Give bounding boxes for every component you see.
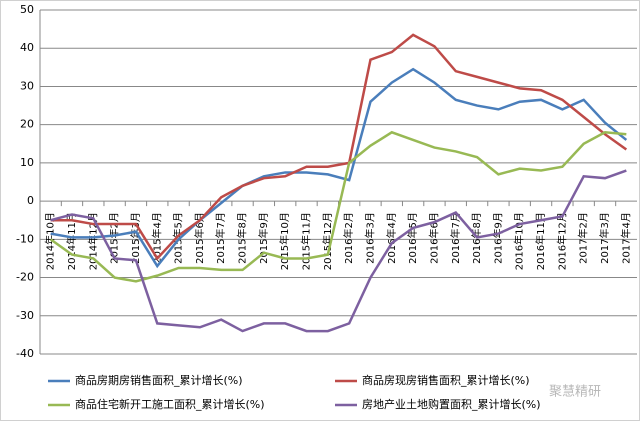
- x-tick-label: 2016年10月: [513, 212, 526, 270]
- legend-label: 商品房期房销售面积_累计增长(%): [75, 373, 243, 387]
- x-tick-label: 2017年4月: [619, 212, 632, 264]
- y-tick-label: -40: [16, 347, 34, 360]
- x-tick-label: 2015年5月: [172, 212, 185, 264]
- y-tick-label: -20: [16, 271, 34, 284]
- x-tick-label: 2016年6月: [427, 212, 440, 264]
- series-line: [50, 169, 627, 333]
- y-tick-label: 40: [20, 41, 34, 54]
- x-tick-label: 2016年11月: [534, 212, 547, 270]
- y-tick-label: 30: [20, 79, 34, 92]
- series-line: [50, 33, 628, 261]
- x-tick-label: 2015年11月: [300, 212, 313, 270]
- x-tick-label: 2014年12月: [86, 212, 99, 270]
- x-tick-label: 2015年10月: [278, 212, 291, 270]
- x-tick-label: 2015年7月: [214, 212, 227, 264]
- x-tick-label: 2016年7月: [449, 212, 462, 264]
- x-tick-label: 2014年10月: [44, 212, 57, 270]
- x-tick-label: 2016年12月: [555, 212, 568, 270]
- y-tick-label: 0: [27, 194, 34, 207]
- y-tick-label: 20: [20, 118, 34, 131]
- x-tick-label: 2015年9月: [257, 212, 270, 264]
- legend-label: 房地产业土地购置面积_累计增长(%): [362, 397, 541, 411]
- legend-label: 商品房现房销售面积_累计增长(%): [362, 373, 530, 387]
- x-tick-label: 2016年2月: [342, 212, 355, 264]
- y-tick-label: -10: [16, 232, 34, 245]
- y-tick-label: 10: [20, 156, 34, 169]
- series-line: [50, 67, 628, 269]
- x-tick-label: 2017年2月: [577, 212, 590, 264]
- y-tick-label: -30: [16, 309, 34, 322]
- y-tick-label: 50: [20, 3, 34, 16]
- x-tick-label: 2017年3月: [598, 212, 611, 264]
- legend-label: 商品住宅新开工施工面积_累计增长(%): [75, 397, 265, 411]
- x-tick-label: 2016年9月: [491, 212, 504, 264]
- watermark: 聚慧精研: [549, 384, 601, 400]
- x-tick-label: 2016年3月: [363, 212, 376, 264]
- x-tick-label: 2016年5月: [406, 212, 419, 264]
- x-tick-label: 2015年8月: [236, 212, 249, 264]
- x-tick-label: 2016年4月: [385, 212, 398, 264]
- series-line: [49, 130, 627, 283]
